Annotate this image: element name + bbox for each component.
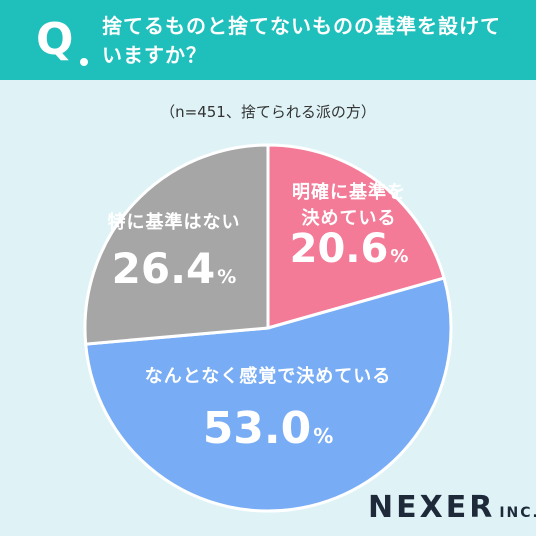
nexer-logo: NEXER INC.: [368, 490, 536, 525]
slice-label-1-line-1: 明確に基準を: [292, 181, 406, 203]
q-dot-icon: [80, 58, 88, 66]
sample-note: （n=451、捨てられる派の方）: [160, 103, 376, 121]
question-header: Q 捨てるものと捨てないものの基準を設けて いますか？: [0, 0, 536, 80]
brand-name: NEXER: [368, 490, 496, 525]
slice-label-2-line-1: なんとなく感覚で決めている: [145, 365, 391, 387]
brand-suffix: INC.: [499, 505, 536, 521]
question-text: 捨てるものと捨てないものの基準を設けて いますか？: [102, 12, 522, 70]
slice-value-2: 53.0%: [203, 403, 334, 454]
slice-value-3: 26.4%: [112, 244, 237, 293]
question-line-1: 捨てるものと捨てないものの基準を設けて: [102, 14, 501, 38]
pie-slice-3: [83, 143, 270, 346]
question-line-2: いますか？: [102, 43, 207, 67]
q-mark: Q: [36, 14, 74, 65]
pie-slice-1: [266, 143, 446, 330]
slice-label-3-line-1: 特に基準はない: [108, 211, 241, 233]
slice-label-1-line-2: 決めている: [302, 207, 397, 229]
slice-value-1: 20.6%: [290, 226, 409, 272]
